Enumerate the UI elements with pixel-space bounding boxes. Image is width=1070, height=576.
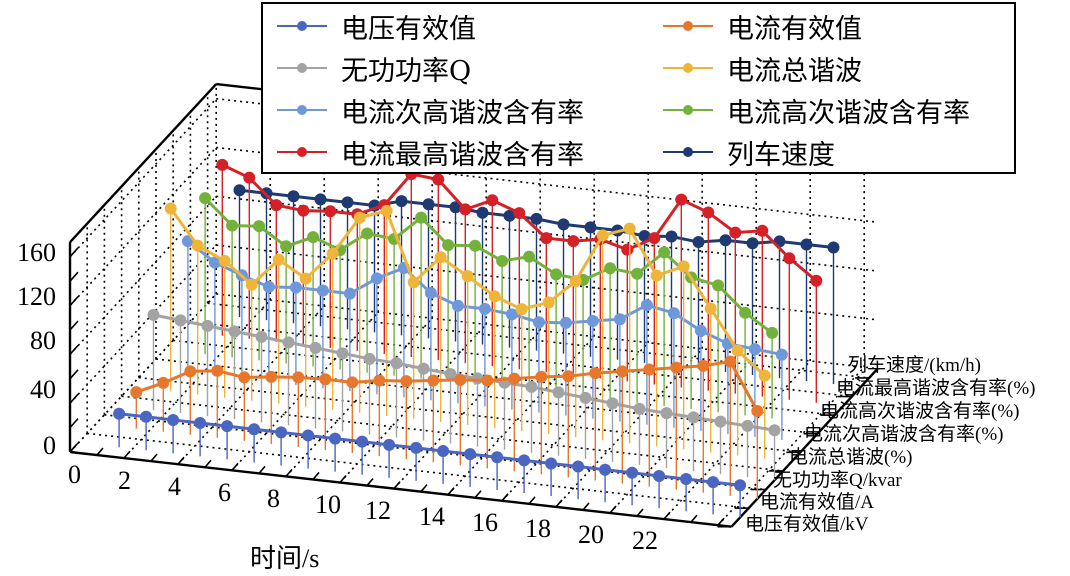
y-label: 电流有效值/A: [760, 492, 875, 513]
legend-item-highest-harmonic: 电流最高谐波含有率: [277, 132, 584, 172]
legend-marker-icon: [277, 145, 327, 159]
series-1: [130, 355, 764, 499]
legend-item-current: 电流有效值: [663, 6, 862, 46]
x-axis-label: 时间/s: [250, 544, 320, 573]
z-tick: 0: [43, 431, 56, 460]
x-tick: 20: [578, 520, 604, 549]
y-label: 无功功率Q/kvar: [773, 470, 902, 491]
series-group: [113, 158, 840, 518]
legend-marker-icon: [277, 61, 327, 75]
y-label: 电流总谐波(%): [789, 447, 913, 468]
legend-label: 无功功率Q: [341, 55, 472, 87]
y-label: 电压有效值/kV: [745, 514, 869, 535]
legend-item-sub-high-harmonic: 电流次高谐波含有率: [277, 90, 584, 130]
x-tick: 22: [632, 526, 658, 555]
legend-label: 电流有效值: [727, 13, 862, 45]
legend-item-train-speed: 列车速度: [663, 132, 835, 172]
x-tick: 18: [525, 514, 551, 543]
legend-item-reactive-power: 无功功率Q: [277, 48, 471, 88]
legend-item-voltage: 电压有效值: [277, 6, 476, 46]
legend-label: 电压有效值: [341, 13, 476, 45]
series-5: [199, 192, 779, 419]
legend-item-total-harmonic: 电流总谐波: [663, 48, 862, 88]
legend-label: 电流高次谐波含有率: [727, 97, 970, 129]
series-6: [216, 158, 823, 403]
series-3: [164, 202, 771, 459]
legend-marker-icon: [277, 19, 327, 33]
y-label: 电流最高谐波含有率(%): [836, 378, 1036, 399]
x-tick: 10: [315, 490, 341, 519]
legend-label: 列车速度: [727, 139, 835, 171]
legend-marker-icon: [663, 19, 713, 33]
z-tick: 120: [17, 282, 56, 311]
x-tick: 8: [267, 484, 280, 513]
z-tick: 80: [30, 326, 56, 355]
legend-label: 电流总谐波: [727, 55, 862, 87]
y-label: 列车速度/(km/h): [848, 355, 981, 376]
y-label: 电流次高谐波含有率(%): [804, 424, 1004, 445]
x-tick: 0: [68, 460, 81, 489]
legend-label: 电流次高谐波含有率: [341, 97, 584, 129]
y-label: 电流高次谐波含有率(%): [820, 401, 1020, 422]
z-tick: 160: [17, 238, 56, 267]
x-tick: 14: [419, 502, 445, 531]
x-tick: 2: [118, 466, 131, 495]
legend-marker-icon: [277, 103, 327, 117]
series-0: [113, 407, 747, 518]
x-tick: 4: [168, 472, 181, 501]
series-2: [147, 308, 781, 481]
legend-item-high-order-harmonic: 电流高次谐波含有率: [663, 90, 970, 130]
x-tick: 6: [218, 478, 231, 507]
x-tick: 16: [472, 508, 498, 537]
legend-marker-icon: [663, 61, 713, 75]
legend: 电压有效值 电流有效值 无功功率Q 电流总谐波 电流次高谐波含有率 电流高次谐波…: [261, 2, 1016, 174]
x-tick: 12: [365, 496, 391, 525]
legend-label: 电流最高谐波含有率: [341, 139, 584, 171]
legend-marker-icon: [663, 103, 713, 117]
z-tick: 40: [30, 375, 56, 404]
legend-marker-icon: [663, 145, 713, 159]
